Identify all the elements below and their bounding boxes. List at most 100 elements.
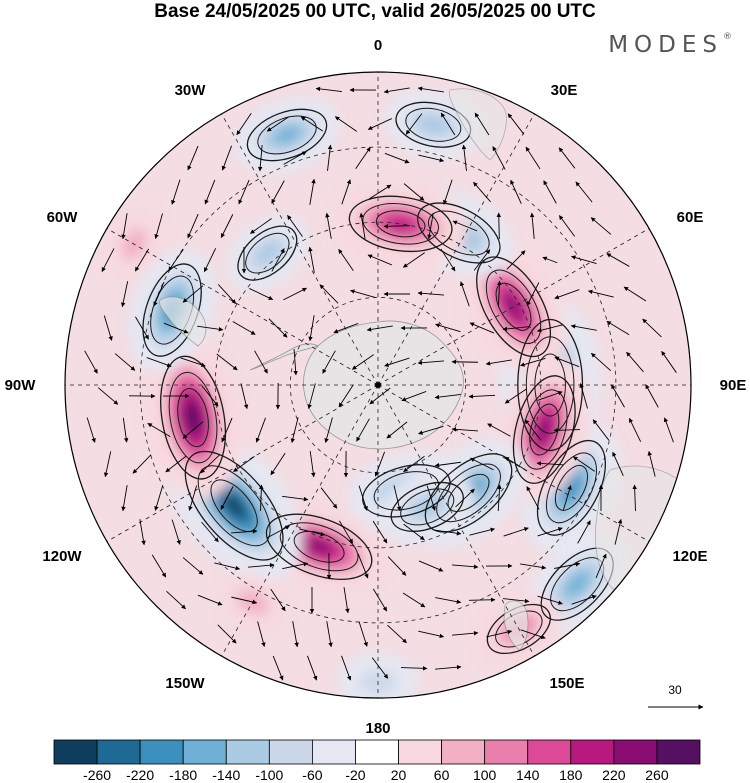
- wind-vector: [372, 520, 388, 544]
- colorbar-swatch: [527, 739, 572, 765]
- wind-vector: [309, 178, 316, 205]
- colorbar-swatch: [613, 739, 658, 765]
- anomaly-band: [417, 115, 450, 135]
- colorbar-swatch: [268, 739, 313, 765]
- contour-line: [362, 203, 439, 245]
- anomaly-band: [224, 494, 244, 517]
- map-border: [64, 71, 692, 699]
- colorbar-tick-label: -100: [255, 767, 283, 783]
- wind-vector: [151, 554, 167, 578]
- wind-vector: [357, 553, 369, 579]
- colorbar-swatch: [311, 739, 356, 765]
- wind-vector: [595, 553, 607, 579]
- wind-vector: [537, 390, 563, 401]
- wind-vector: [188, 485, 198, 511]
- wind-vector: [504, 456, 528, 472]
- contour-line: [417, 202, 501, 264]
- wind-vector: [452, 220, 478, 232]
- wind-vector: [470, 457, 494, 471]
- wind-vector: [338, 384, 354, 408]
- wind-vector: [283, 287, 307, 301]
- contour-line: [257, 115, 317, 155]
- wind-vector: [554, 289, 580, 300]
- colorbar-swatch: [225, 739, 270, 765]
- wind-vector: [400, 666, 428, 671]
- wind-vector: [270, 452, 286, 476]
- wind-vector: [324, 417, 333, 443]
- wind-vector: [440, 112, 456, 136]
- wind-vector: [606, 253, 630, 267]
- wind-vector: [171, 519, 181, 545]
- wind-vector: [384, 152, 410, 164]
- wind-vector: [520, 357, 546, 367]
- contour-line: [400, 488, 455, 526]
- south-america-tip: [159, 296, 207, 347]
- wind-vector: [459, 281, 470, 307]
- wind-vector: [366, 325, 393, 332]
- contour-line: [265, 513, 373, 580]
- colorbar-swatch: [139, 739, 184, 765]
- wind-vector: [282, 561, 309, 570]
- wind-vector: [326, 621, 333, 648]
- wind-vector: [308, 246, 315, 273]
- wind-vector: [526, 282, 540, 306]
- wind-vector: [86, 417, 96, 443]
- wind-vector: [97, 387, 119, 405]
- colorbar: -260 -220 -180 -140 -100 -60 -20 20 60 100 140 180 2…: [53, 739, 701, 783]
- wind-vector: [435, 597, 462, 604]
- antarctic-peninsula: [249, 343, 320, 371]
- wind-vector: [427, 213, 434, 240]
- colorbar-tick-label: 180: [559, 767, 583, 783]
- lon-label-60w: 60W: [47, 209, 79, 226]
- wind-vector: [452, 564, 479, 569]
- wind-vector: [121, 213, 128, 240]
- wind-vector: [435, 529, 462, 536]
- map-disc: [65, 72, 691, 698]
- wind-vector: [628, 417, 642, 442]
- wind-vector: [418, 154, 445, 163]
- wind-vector: [387, 624, 407, 644]
- wind-vector: [203, 248, 217, 273]
- wind-vector: [503, 527, 529, 537]
- wind-vector: [443, 179, 453, 205]
- wind-vector: [182, 557, 204, 575]
- wind-vector: [299, 528, 326, 537]
- wind-vector: [387, 556, 407, 576]
- wind-vector: [257, 621, 266, 647]
- wind-vector: [371, 657, 389, 679]
- wind-vector: [319, 284, 339, 304]
- wind-vector: [468, 597, 496, 603]
- wind-vector: [315, 86, 342, 92]
- wind-vector: [232, 321, 256, 335]
- wind-vector: [537, 527, 563, 537]
- wind-vector: [220, 486, 234, 510]
- wind-vector: [402, 252, 425, 268]
- wind-vector: [358, 621, 368, 647]
- wind-vector: [154, 485, 164, 511]
- wind-vector: [201, 385, 219, 407]
- wind-vector: [520, 563, 547, 570]
- wind-vector: [187, 145, 199, 171]
- wind-vector: [503, 598, 530, 604]
- anomaly-band: [306, 539, 332, 555]
- wind-vector: [356, 418, 370, 442]
- wind-vector: [614, 518, 623, 545]
- wind-vector: [292, 621, 299, 648]
- wind-vector: [171, 179, 181, 205]
- wind-vector: [543, 180, 557, 204]
- wind-vector: [101, 248, 115, 272]
- wind-vector: [134, 248, 150, 272]
- colorbar-swatch: [182, 739, 227, 765]
- wind-vector: [611, 384, 625, 408]
- wind-vector: [558, 147, 576, 169]
- wind-vector: [554, 562, 581, 569]
- wind-vector: [272, 655, 284, 681]
- wind-vector: [663, 417, 674, 443]
- south-pole-marker: [375, 382, 381, 388]
- wind-vector: [403, 183, 425, 201]
- wind-vector: [266, 525, 290, 539]
- wind-vector: [166, 590, 186, 610]
- colorbar-swatch: [355, 739, 399, 765]
- wind-vector: [469, 322, 495, 334]
- wind-vector: [221, 417, 233, 443]
